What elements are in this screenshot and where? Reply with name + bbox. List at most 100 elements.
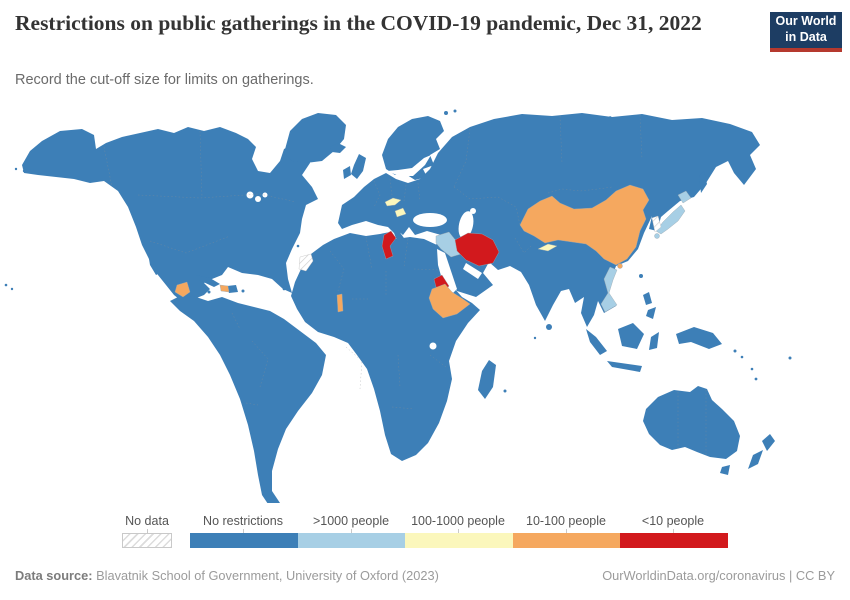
legend-label-no-data: No data: [125, 514, 169, 528]
region-island-dot[interactable]: [754, 377, 758, 381]
red-sea: [437, 249, 457, 296]
region-novaya-zemlya[interactable]: [600, 116, 617, 130]
region-scandinavia[interactable]: [382, 116, 444, 180]
legend-label-10-100: 10-100 people: [526, 514, 606, 528]
region-island-dot[interactable]: [733, 349, 737, 353]
region-austria[interactable]: [384, 197, 402, 207]
region-island-dot[interactable]: [788, 356, 792, 360]
baltic-sea: [387, 155, 431, 176]
legend-swatch-10-100[interactable]: [512, 533, 621, 548]
region-java[interactable]: [607, 361, 642, 372]
region-island-dot[interactable]: [453, 109, 457, 113]
legend-swatch-no-data[interactable]: [122, 533, 172, 548]
region-island-dot[interactable]: [444, 111, 448, 115]
region-iceland[interactable]: [330, 143, 346, 153]
great-lake: [246, 191, 254, 199]
region-sulawesi[interactable]: [649, 332, 659, 350]
legend-swatch-lt-10[interactable]: [620, 533, 728, 548]
region-greenland[interactable]: [284, 113, 346, 163]
region-united-kingdom[interactable]: [351, 154, 366, 179]
chart-footer: Data source: Blavatnik School of Governm…: [15, 568, 835, 583]
region-iraq[interactable]: [435, 231, 462, 258]
region-haiti[interactable]: [219, 284, 230, 293]
region-taiwan[interactable]: [639, 274, 643, 278]
region-western-sahara[interactable]: [298, 253, 314, 272]
region-new-guinea[interactable]: [676, 327, 722, 349]
region-sumatra[interactable]: [586, 329, 607, 355]
region-baja-california[interactable]: [148, 253, 160, 275]
region-nepal[interactable]: [537, 243, 558, 252]
legend-swatch-gt-1000[interactable]: [297, 533, 406, 548]
region-madagascar[interactable]: [478, 360, 496, 399]
region-dominican-republic[interactable]: [227, 285, 238, 293]
great-lake: [262, 192, 268, 198]
region-south-korea[interactable]: [651, 215, 662, 233]
owid-logo[interactable]: Our World in Data: [770, 12, 842, 52]
region-island-dot[interactable]: [750, 367, 754, 371]
aral-sea: [470, 208, 476, 214]
region-island-dot[interactable]: [533, 336, 537, 340]
legend-label-lt-10: <10 people: [641, 514, 705, 528]
map-seas: [246, 155, 482, 350]
region-island-dot[interactable]: [14, 167, 18, 171]
region-philippines-north[interactable]: [643, 292, 652, 305]
region-hong-kong[interactable]: [617, 263, 623, 269]
legend-tick: [566, 529, 567, 533]
legend-swatch-no-restrictions[interactable]: [190, 533, 298, 548]
region-guatemala[interactable]: [174, 281, 191, 298]
region-japan-kyushu[interactable]: [654, 233, 660, 239]
region-island-dot[interactable]: [4, 283, 8, 287]
region-new-zealand-north[interactable]: [762, 434, 775, 451]
map-landmasses: [4, 109, 792, 507]
region-sakhalin[interactable]: [699, 171, 707, 193]
region-vietnam[interactable]: [600, 266, 618, 313]
great-lake: [255, 196, 261, 202]
map-highlighted-countries: [174, 184, 692, 319]
region-japan-honshu[interactable]: [655, 204, 686, 235]
black-sea: [413, 213, 447, 227]
region-china[interactable]: [519, 184, 650, 266]
world-map: [0, 103, 850, 507]
legend-color-bar: [190, 533, 728, 548]
owid-attribution-link[interactable]: OurWorldinData.org/coronavirus | CC BY: [602, 568, 835, 583]
region-island-dot[interactable]: [503, 389, 507, 393]
data-source-text: Blavatnik School of Government, Universi…: [92, 568, 439, 583]
legend-tick: [351, 529, 352, 533]
region-jamaica[interactable]: [207, 290, 211, 294]
region-australia[interactable]: [643, 386, 740, 459]
region-philippines-south[interactable]: [646, 307, 656, 319]
region-tasmania[interactable]: [720, 465, 730, 475]
data-source: Data source: Blavatnik School of Governm…: [15, 568, 439, 583]
region-cuba[interactable]: [196, 275, 220, 287]
region-tunisia[interactable]: [381, 230, 397, 260]
region-puerto-rico[interactable]: [241, 289, 245, 293]
region-togo[interactable]: [336, 293, 344, 313]
region-japan-hokkaido[interactable]: [677, 190, 692, 204]
region-island-dot[interactable]: [30, 168, 34, 172]
legend-label-100-1000: 100-1000 people: [411, 514, 505, 528]
owid-logo-line1: Our World: [775, 14, 837, 29]
map-legend: No data No restrictions >1000 people 100…: [0, 514, 850, 550]
legend-tick: [147, 529, 148, 533]
region-sri-lanka[interactable]: [546, 324, 552, 330]
lake-victoria: [429, 342, 437, 350]
region-borneo[interactable]: [618, 323, 644, 349]
region-island-dot[interactable]: [282, 287, 286, 291]
region-island-dot[interactable]: [740, 355, 744, 359]
legend-tick: [673, 529, 674, 533]
region-island-dot[interactable]: [296, 244, 300, 248]
region-island-dot[interactable]: [22, 169, 26, 173]
region-south-america[interactable]: [170, 295, 326, 507]
region-ethiopia[interactable]: [428, 283, 471, 319]
region-ireland[interactable]: [343, 166, 351, 179]
caspian-sea: [458, 211, 474, 239]
legend-label-no-restrictions: No restrictions: [203, 514, 283, 528]
page-title: Restrictions on public gatherings in the…: [15, 11, 702, 35]
region-croatia[interactable]: [394, 207, 407, 218]
region-north-america[interactable]: [22, 127, 318, 317]
legend-swatch-100-1000[interactable]: [405, 533, 513, 548]
region-new-zealand-south[interactable]: [748, 450, 763, 469]
region-iran[interactable]: [454, 232, 500, 267]
region-island-dot[interactable]: [10, 287, 14, 291]
